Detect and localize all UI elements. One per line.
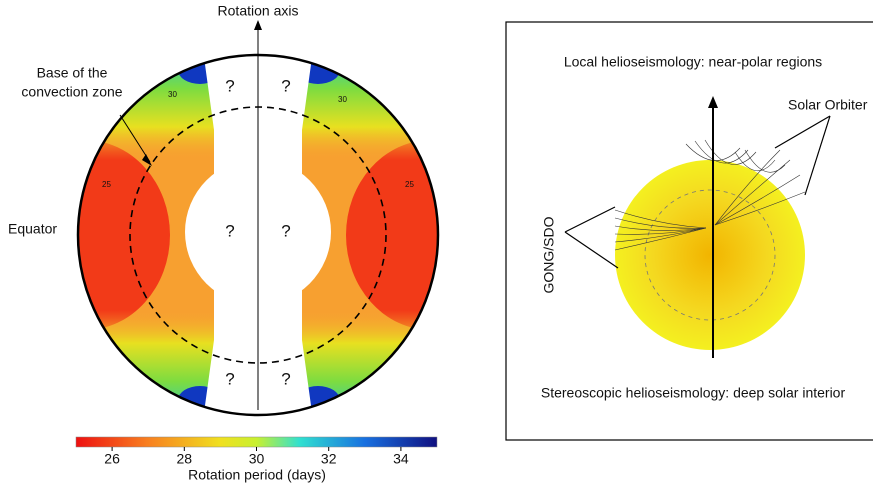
colorbar-label: Rotation period (days) (188, 467, 326, 483)
unknown-mark: ? (281, 221, 290, 240)
contour-label: 25 (405, 180, 414, 189)
colorbar-tick-label: 30 (249, 451, 265, 467)
annotation: convection zone (21, 84, 122, 100)
ray-paths (614, 139, 806, 251)
instrument-label: Solar Orbiter (788, 97, 868, 113)
axis-label: Rotation axis (218, 3, 299, 19)
axis-arrow (254, 20, 262, 30)
unknown-mark: ? (281, 76, 290, 95)
colorbar: 26 28 30 32 34 (75, 436, 438, 467)
annotation: Base of the (37, 65, 108, 81)
instrument-label: GONG/SDO (541, 216, 557, 293)
sun-disk (615, 160, 805, 350)
equator-label: Equator (8, 221, 57, 237)
colorbar-tick-label: 26 (104, 451, 120, 467)
unknown-mark: ? (281, 369, 290, 388)
colorbar-tick-label: 34 (393, 451, 409, 467)
annotation-line (119, 114, 151, 163)
unknown-mark: ? (225, 76, 234, 95)
top-text: Local helioseismology: near-polar region… (564, 54, 822, 70)
contour-label: 30 (168, 90, 177, 99)
sun-inner (644, 189, 776, 321)
annotation-arrow (142, 154, 152, 166)
unknown-mark: ? (225, 369, 234, 388)
panel-frame (505, 21, 873, 441)
bottom-text: Stereoscopic helioseismology: deep solar… (541, 385, 846, 401)
colorbar-tick-label: 32 (321, 451, 337, 467)
pointer-lines (564, 115, 831, 269)
contour-label: 30 (338, 95, 347, 104)
axis-arrow (708, 96, 718, 108)
contour-label: 25 (102, 180, 111, 189)
colorbar-tick-label: 28 (177, 451, 193, 467)
unknown-mark: ? (225, 221, 234, 240)
